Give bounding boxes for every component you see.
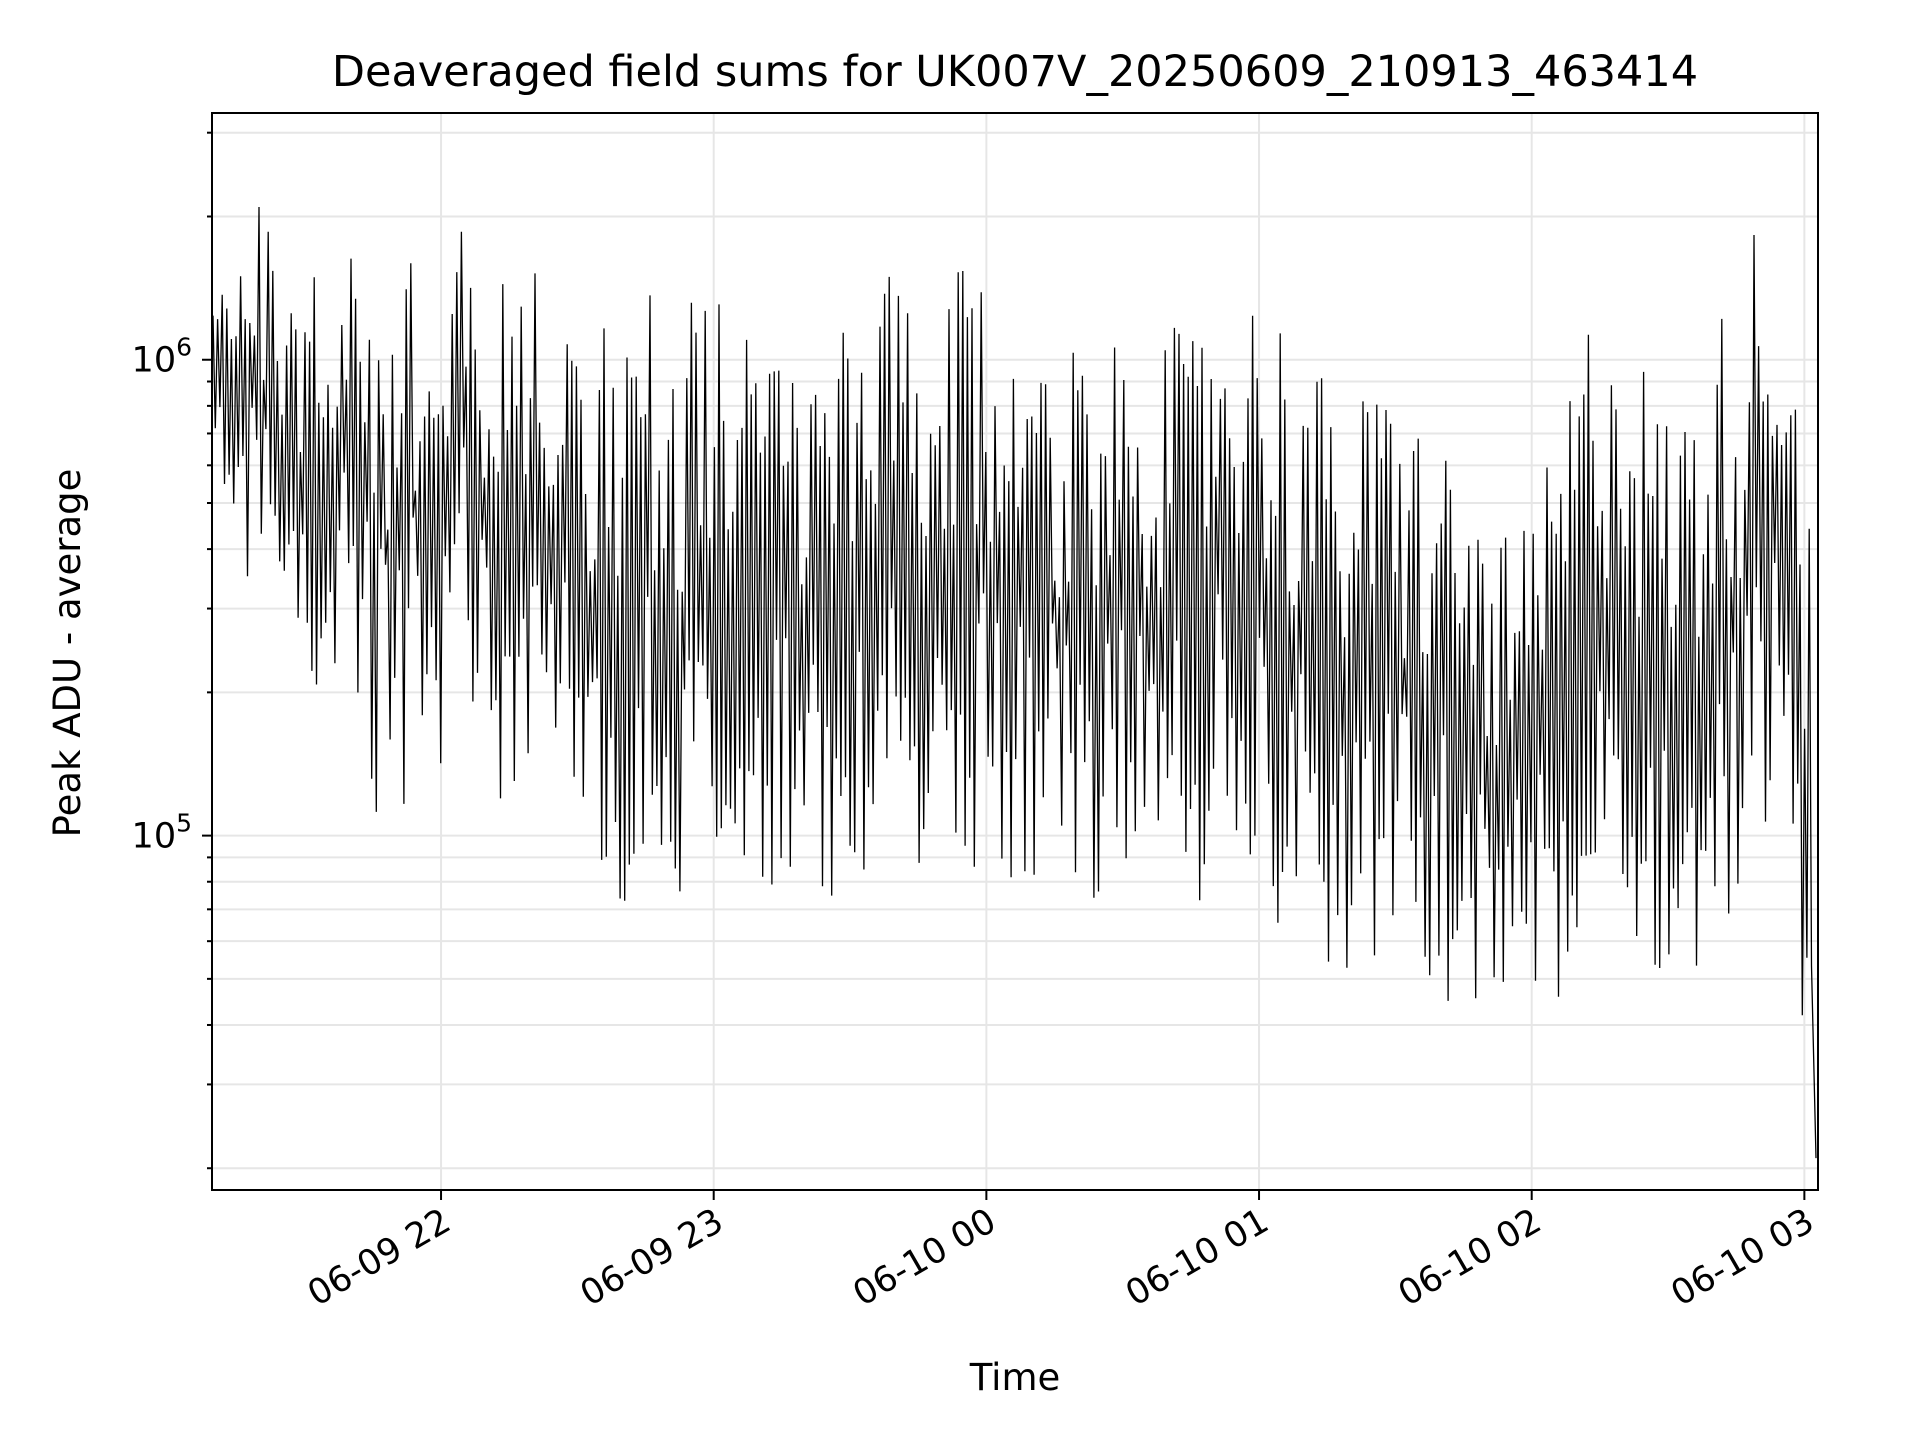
y-axis-label: Peak ADU - average — [46, 469, 89, 838]
x-axis-label: Time — [969, 1356, 1061, 1399]
chart-title: Deaveraged field sums for UK007V_2025060… — [332, 47, 1698, 97]
